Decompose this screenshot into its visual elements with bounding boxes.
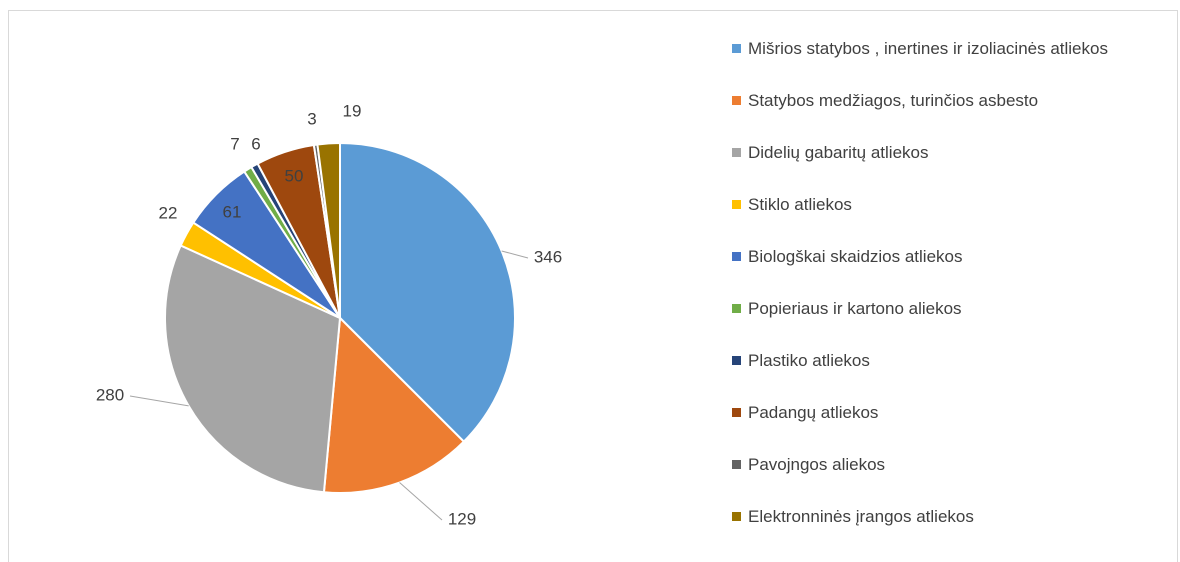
legend-item: Statybos medžiagos, turinčios asbesto: [732, 88, 1152, 114]
data-label: 7: [230, 134, 239, 153]
legend-swatch: [732, 408, 741, 417]
legend-label: Stiklo atliekos: [748, 195, 852, 214]
data-label: 280: [96, 385, 124, 404]
legend-swatch: [732, 96, 741, 105]
legend-swatch: [732, 356, 741, 365]
legend-label: Didelių gabaritų atliekos: [748, 143, 929, 162]
data-label: 50: [285, 166, 304, 185]
legend-label: Padangų atliekos: [748, 403, 879, 422]
legend-swatch: [732, 44, 741, 53]
legend-swatch: [732, 304, 741, 313]
legend-label: Mišrios statybos , inertines ir izoliaci…: [748, 39, 1108, 58]
leader-line: [399, 482, 443, 521]
data-label: 61: [223, 202, 242, 221]
legend-item: Padangų atliekos: [732, 400, 1152, 426]
leader-line: [501, 250, 529, 259]
legend-swatch: [732, 252, 741, 261]
legend-label: Popieriaus ir kartono aliekos: [748, 299, 962, 318]
chart-frame: [8, 10, 1178, 562]
legend-swatch: [732, 200, 741, 209]
legend-item: Plastiko atliekos: [732, 348, 1152, 374]
legend-label: Elektronninės įrangos atliekos: [748, 507, 974, 526]
data-label: 346: [534, 247, 562, 266]
legend-label: Plastiko atliekos: [748, 351, 870, 370]
legend-item: Elektronninės įrangos atliekos: [732, 504, 1152, 530]
legend-swatch: [732, 512, 741, 521]
data-label: 129: [448, 509, 476, 528]
legend-item: Popieriaus ir kartono aliekos: [732, 296, 1152, 322]
legend-item: Pavojngos aliekos: [732, 452, 1152, 478]
legend-item: Biologškai skaidzios atliekos: [732, 244, 1152, 270]
leader-line: [129, 395, 189, 407]
pie-slice: [164, 244, 342, 494]
pie-slice: [316, 141, 341, 319]
data-label: 3: [307, 109, 316, 128]
legend-label: Statybos medžiagos, turinčios asbesto: [748, 91, 1039, 110]
legend-item: Didelių gabaritų atliekos: [732, 140, 1152, 166]
pie-slice: [339, 141, 516, 444]
legend-label: Biologškai skaidzios atliekos: [748, 247, 963, 266]
data-label: 19: [343, 101, 362, 120]
data-label: 22: [159, 203, 178, 222]
legend-swatch: [732, 460, 741, 469]
legend-label: Pavojngos aliekos: [748, 455, 886, 474]
legend-swatch: [732, 148, 741, 157]
data-label: 6: [251, 134, 260, 153]
legend-item: Stiklo atliekos: [732, 192, 1152, 218]
legend-item: Mišrios statybos , inertines ir izoliaci…: [732, 36, 1152, 62]
